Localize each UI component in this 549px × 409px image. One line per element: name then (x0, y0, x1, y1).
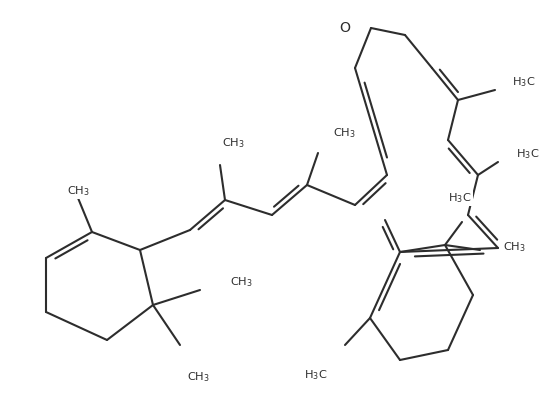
Text: H$_3$C: H$_3$C (449, 191, 472, 205)
Text: H$_3$C: H$_3$C (512, 75, 535, 89)
Text: CH$_3$: CH$_3$ (66, 184, 89, 198)
Text: CH$_3$: CH$_3$ (230, 275, 253, 289)
Text: CH$_3$: CH$_3$ (333, 126, 356, 140)
Text: O: O (339, 21, 350, 35)
Text: CH$_3$: CH$_3$ (503, 240, 526, 254)
Text: H$_3$C: H$_3$C (516, 147, 539, 161)
Text: CH$_3$: CH$_3$ (187, 370, 210, 384)
Text: CH$_3$: CH$_3$ (221, 136, 244, 150)
Text: H$_3$C: H$_3$C (304, 368, 328, 382)
